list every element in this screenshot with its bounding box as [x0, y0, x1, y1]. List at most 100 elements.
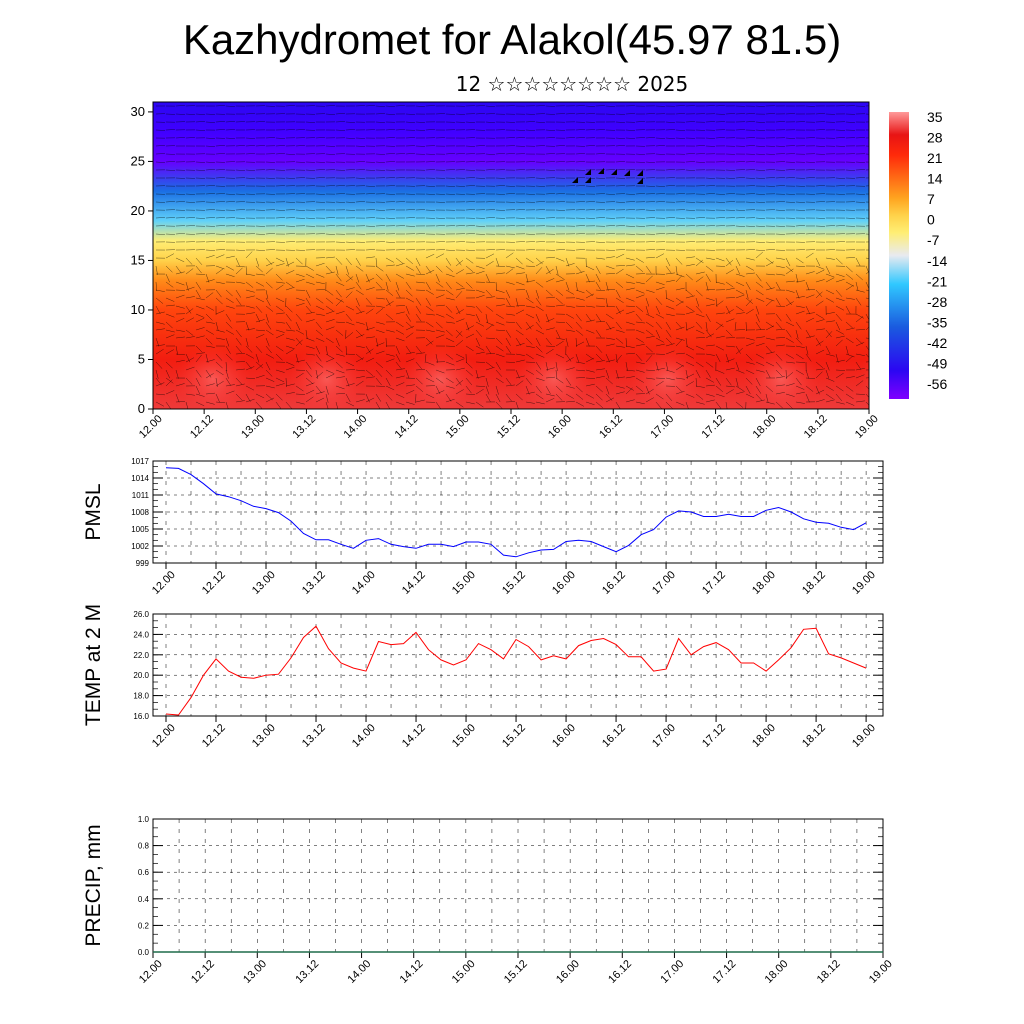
- wind-barb: [205, 369, 212, 378]
- wind-barb: [205, 292, 214, 299]
- wind-barb: [565, 281, 570, 291]
- wind-barb: [275, 209, 285, 211]
- wind-barb: [825, 297, 834, 303]
- wind-barb: [545, 376, 555, 379]
- wind-barb: [645, 275, 653, 283]
- wind-barb: [575, 161, 585, 163]
- wind-barb: [535, 217, 545, 219]
- wind-barb: [715, 369, 725, 374]
- wind-barb: [425, 337, 433, 345]
- wind-barb: [615, 337, 624, 344]
- wind-barb: [615, 385, 625, 389]
- wind-barb: [175, 369, 179, 379]
- wind-barb: [655, 297, 663, 305]
- wind-barb: [305, 289, 311, 299]
- wind-barb: [755, 225, 765, 227]
- wind-barb: [235, 383, 245, 387]
- wind-barb: [335, 201, 345, 203]
- wind-barb: [235, 249, 245, 251]
- wind-barb: [695, 377, 698, 387]
- wind-barb: [535, 241, 545, 243]
- wind-barb: [375, 113, 385, 115]
- wind-barb: [705, 313, 711, 322]
- wind-barb: [465, 225, 475, 227]
- wind-barb: [295, 353, 299, 363]
- wind-barb: [595, 385, 603, 393]
- wind-barb: [595, 273, 601, 283]
- wind-barb: [525, 297, 534, 304]
- wind-barb: [465, 305, 475, 308]
- wind-barb: [465, 377, 472, 386]
- wind-barb: [445, 393, 452, 402]
- wind-barb: [265, 329, 274, 336]
- wind-barb: [335, 193, 345, 195]
- wind-barb: [825, 369, 830, 379]
- wind-barb: [385, 257, 394, 263]
- wind-barb: [645, 313, 655, 319]
- wind-barb: [565, 357, 574, 363]
- wind-barb: [245, 321, 250, 331]
- wind-barb: [475, 225, 485, 227]
- wind-barb: [505, 337, 511, 346]
- wind-barb: [645, 241, 655, 243]
- x-tick-label: 12.00: [150, 569, 178, 597]
- wind-barb: [415, 313, 422, 322]
- wind-barb: [765, 281, 772, 290]
- wind-barb: [255, 334, 265, 339]
- colorbar-label: -49: [927, 355, 947, 371]
- wind-barb: [855, 361, 862, 370]
- wind-barb: [855, 257, 861, 267]
- wind-barb: [475, 145, 485, 147]
- wind-barb: [685, 273, 693, 281]
- wind-barb: [585, 280, 595, 283]
- wind-barb: [285, 392, 295, 395]
- wind-barb: [725, 281, 734, 288]
- wind-barb: [535, 267, 543, 275]
- wind-barb: [255, 121, 265, 123]
- wind-barb: [795, 289, 800, 299]
- wind-barb: [395, 153, 405, 155]
- wind-barb: [465, 369, 473, 377]
- wind-barb: [205, 383, 215, 387]
- wind-barb: [395, 368, 405, 371]
- wind-barb: [545, 256, 555, 259]
- wind-barb: [645, 137, 655, 139]
- wind-barb: [195, 393, 205, 397]
- wind-barb: [525, 369, 534, 375]
- wind-barb: [625, 129, 635, 131]
- wind-barb: [455, 153, 465, 155]
- wind-barb: [625, 352, 635, 355]
- wind-barb: [605, 249, 615, 251]
- wind-barb: [385, 393, 393, 401]
- wind-barb: [745, 393, 755, 399]
- wind-barb: [625, 137, 635, 139]
- wind-barb: [635, 193, 645, 195]
- wind-barb: [745, 385, 751, 395]
- wind-barb: [385, 358, 395, 363]
- wind-barb: [615, 345, 625, 348]
- wind-barb: [835, 289, 843, 297]
- wind-barb: [345, 332, 354, 339]
- wind-barb: [545, 305, 555, 307]
- wind-barb: [215, 177, 225, 179]
- wind-barb: [865, 305, 869, 307]
- wind-barb: [665, 350, 675, 355]
- wind-barb: [365, 185, 375, 187]
- wind-barb: [805, 281, 810, 291]
- wind-barb: [805, 353, 812, 362]
- wind-barb: [605, 233, 615, 235]
- wind-barb: [775, 145, 785, 147]
- wind-barb: [835, 393, 842, 402]
- x-tick-label: 16.12: [600, 569, 628, 597]
- wind-barb: [615, 268, 624, 275]
- wind-barb: [435, 249, 445, 251]
- wind-barb: [415, 399, 425, 403]
- wind-barb: [615, 376, 625, 379]
- wind-barb: [555, 241, 565, 243]
- wind-barb: [375, 297, 385, 300]
- wind-barb: [165, 169, 175, 171]
- wind-barb: [595, 313, 602, 322]
- wind-barb: [265, 169, 275, 171]
- wind-barb: [865, 271, 869, 275]
